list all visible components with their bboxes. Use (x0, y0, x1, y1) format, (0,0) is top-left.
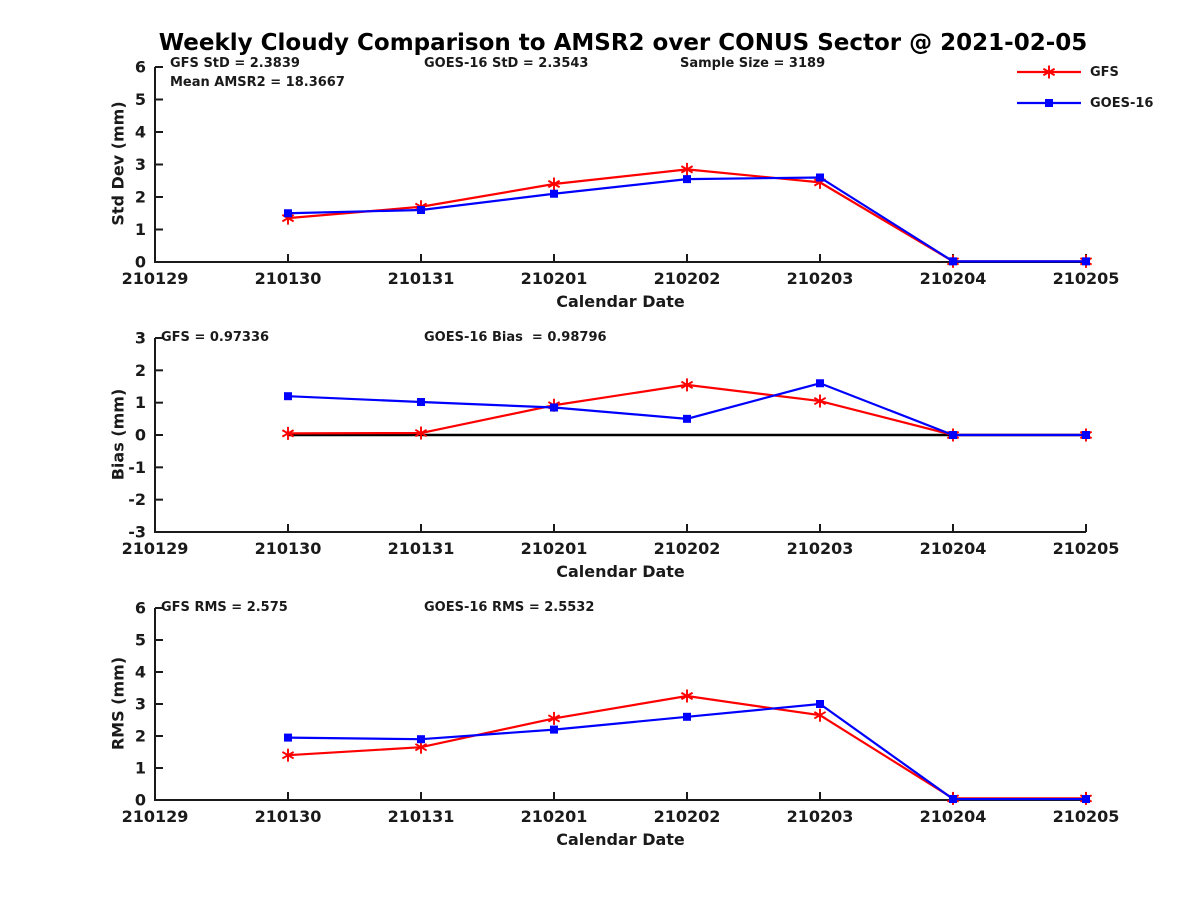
svg-text:2: 2 (135, 727, 146, 746)
svg-text:1: 1 (135, 220, 146, 239)
svg-text:3: 3 (135, 329, 146, 348)
svg-text:1: 1 (135, 393, 146, 412)
svg-text:-1: -1 (128, 458, 146, 477)
svg-text:210205: 210205 (1053, 807, 1120, 826)
rms-series-goes-16 (284, 700, 1090, 804)
legend-label-goes16: GOES-16 (1090, 95, 1154, 111)
svg-text:210202: 210202 (654, 269, 721, 288)
svg-text:0: 0 (135, 253, 146, 272)
svg-text:210204: 210204 (920, 807, 987, 826)
goes16-bias-annotation: GOES-16 Bias = 0.98796 (424, 330, 607, 345)
gfs-std-annotation: GFS StD = 2.3839 (170, 56, 300, 71)
legend-entry-goes16: GOES-16 (1016, 95, 1153, 111)
rms-y-axis-label: RMS (mm) (108, 656, 128, 751)
svg-text:210202: 210202 (654, 539, 721, 558)
svg-text:6: 6 (135, 58, 146, 77)
svg-text:210131: 210131 (388, 807, 455, 826)
svg-text:210201: 210201 (521, 807, 588, 826)
svg-text:210204: 210204 (920, 539, 987, 558)
svg-text:2: 2 (135, 361, 146, 380)
svg-text:1: 1 (135, 759, 146, 778)
stddev-x-axis-label: Calendar Date (556, 292, 685, 311)
svg-text:210205: 210205 (1053, 269, 1120, 288)
legend-entry-gfs: GFS (1016, 64, 1153, 80)
svg-text:4: 4 (135, 123, 146, 142)
svg-text:210129: 210129 (122, 807, 189, 826)
stddev-y-axis-label: Std Dev (mm) (108, 101, 128, 226)
goes16-rms-annotation: GOES-16 RMS = 2.5532 (424, 600, 595, 615)
svg-text:210203: 210203 (787, 807, 854, 826)
svg-text:6: 6 (135, 599, 146, 618)
legend-label-gfs: GFS (1090, 64, 1119, 80)
std-dev-series-goes-16 (284, 173, 1090, 266)
gfs-rms-annotation: GFS RMS = 2.575 (161, 600, 288, 615)
svg-text:-3: -3 (128, 523, 146, 542)
svg-text:210201: 210201 (521, 269, 588, 288)
mean-amsr2-annotation: Mean AMSR2 = 18.3667 (170, 75, 345, 90)
svg-text:0: 0 (135, 791, 146, 810)
svg-text:210201: 210201 (521, 539, 588, 558)
svg-text:210131: 210131 (388, 269, 455, 288)
svg-text:210130: 210130 (255, 539, 322, 558)
svg-text:3: 3 (135, 155, 146, 174)
svg-text:210202: 210202 (654, 807, 721, 826)
rms-series-gfs (281, 689, 1093, 805)
svg-text:210205: 210205 (1053, 539, 1120, 558)
gfs-line-marker-icon (1017, 65, 1081, 79)
svg-text:3: 3 (135, 695, 146, 714)
legend: GFS GOES-16 (1016, 64, 1153, 126)
goes16-std-annotation: GOES-16 StD = 2.3543 (424, 56, 589, 71)
bias-chart: -3 -2 -1 0 1 2 3 210129 210130 210131 210201 210202… (122, 329, 1120, 559)
svg-text:5: 5 (135, 631, 146, 650)
figure-title: Weekly Cloudy Comparison to AMSR2 over C… (158, 30, 1088, 56)
bias-series-goes-16 (284, 379, 1090, 439)
svg-text:210130: 210130 (255, 269, 322, 288)
svg-text:-2: -2 (128, 490, 146, 509)
svg-text:0: 0 (135, 426, 146, 445)
std-dev-chart: 0 1 2 3 4 5 6 210129 210130 210131 210201 210202 210… (122, 58, 1120, 289)
svg-text:210204: 210204 (920, 269, 987, 288)
svg-text:210203: 210203 (787, 269, 854, 288)
rms-x-axis-label: Calendar Date (556, 830, 685, 849)
bias-y-axis-label: Bias (mm) (108, 388, 128, 481)
svg-text:210129: 210129 (122, 269, 189, 288)
goes16-line-marker-icon (1017, 99, 1081, 107)
rms-chart: 0 1 2 3 4 5 6 210129 210130 210131 210201 210202 210… (122, 599, 1120, 827)
svg-text:210131: 210131 (388, 539, 455, 558)
bias-x-axis-label: Calendar Date (556, 562, 685, 581)
svg-text:2: 2 (135, 188, 146, 207)
svg-text:210203: 210203 (787, 539, 854, 558)
svg-text:4: 4 (135, 663, 146, 682)
svg-text:5: 5 (135, 90, 146, 109)
bias-series-gfs (281, 378, 1093, 442)
sample-size-annotation: Sample Size = 3189 (680, 56, 826, 71)
svg-text:210129: 210129 (122, 539, 189, 558)
svg-text:210130: 210130 (255, 807, 322, 826)
gfs-bias-annotation: GFS = 0.97336 (161, 330, 270, 345)
